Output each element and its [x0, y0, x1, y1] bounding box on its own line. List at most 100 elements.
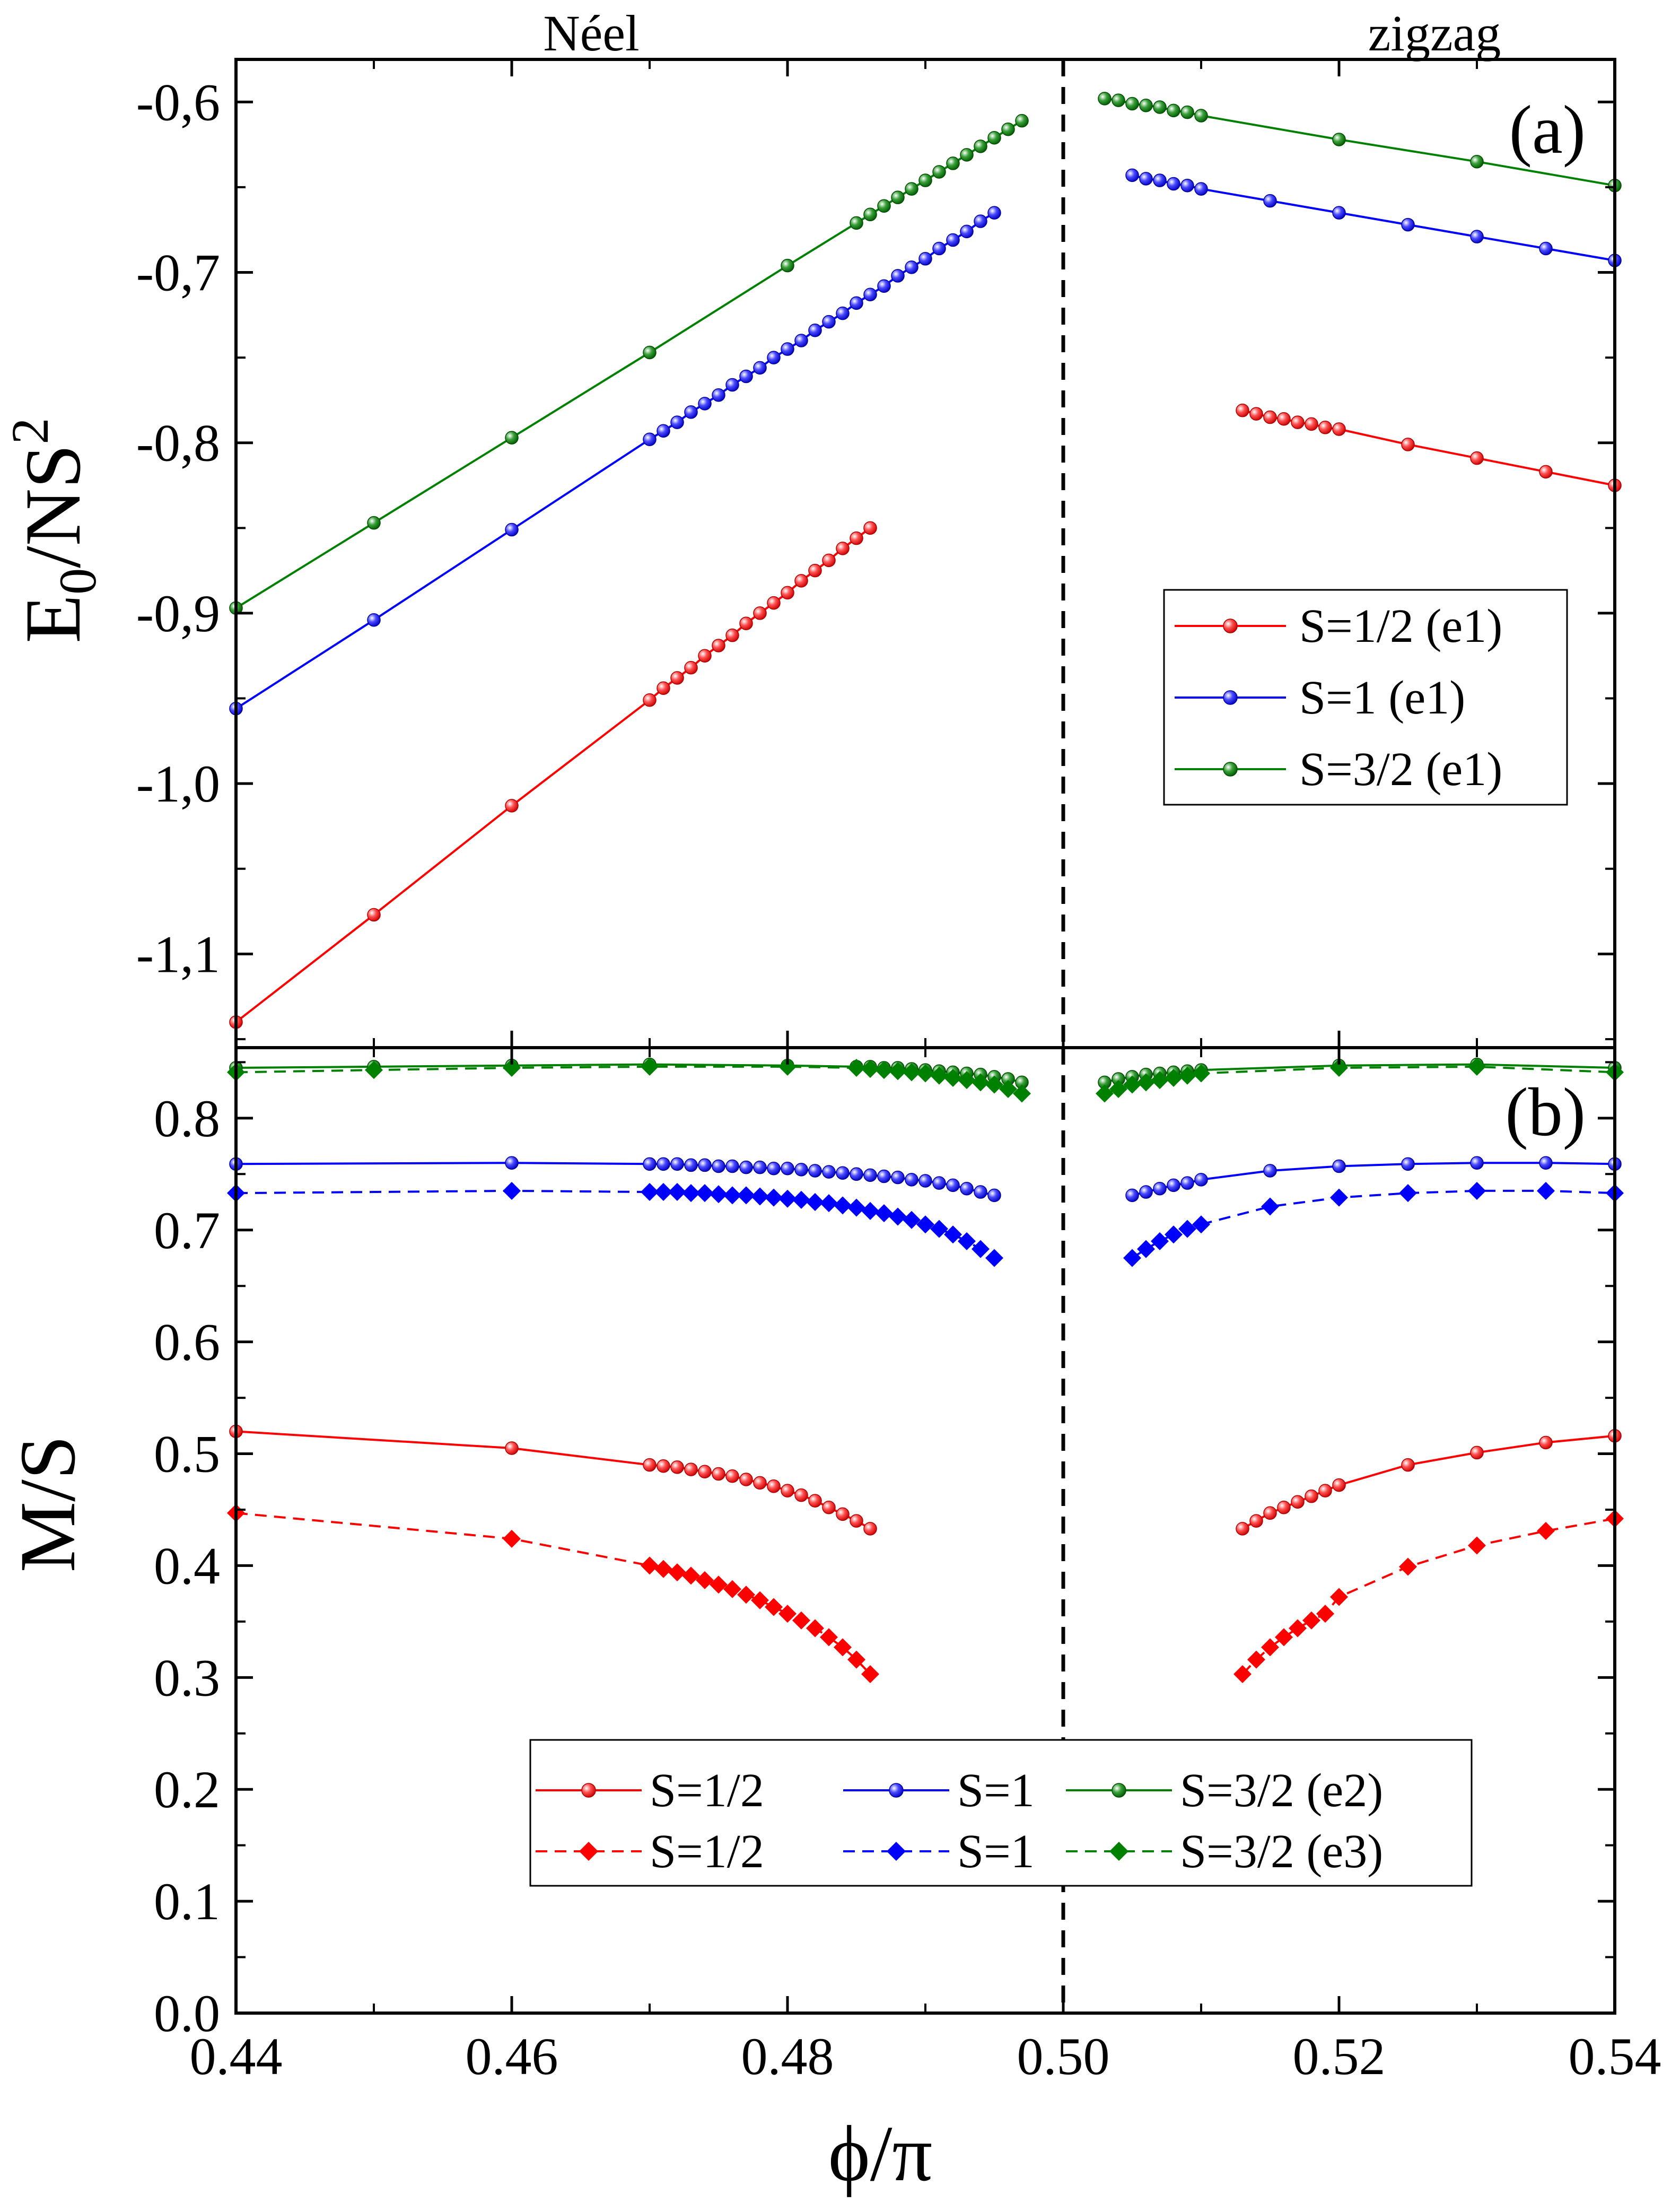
data-point-b-3-23: [1289, 1619, 1307, 1638]
data-point-b-5-21: [1137, 1073, 1155, 1092]
data-point-b-0-19: [1236, 1522, 1249, 1536]
data-point-b-3-15: [820, 1628, 838, 1647]
data-point-b-3-20: [1247, 1650, 1265, 1669]
neel-region-label: Néel: [543, 5, 639, 62]
data-point-b-3-10: [751, 1591, 769, 1609]
data-point-b-4-3: [654, 1183, 672, 1201]
data-point-b-0-24: [1305, 1489, 1318, 1503]
data-point-b-5-17: [1013, 1084, 1031, 1103]
data-point-a-1-13: [781, 342, 794, 356]
data-point-b-0-27: [1401, 1458, 1415, 1472]
data-point-a-0-8: [712, 639, 725, 652]
data-point-b-4-23: [930, 1220, 948, 1238]
data-point-b-3-18: [861, 1665, 879, 1683]
data-point-a-0-13: [781, 586, 794, 600]
data-point-a-0-18: [850, 531, 863, 545]
data-point-b-0-4: [670, 1460, 684, 1474]
data-point-a-1-8: [712, 388, 725, 402]
data-point-a-2-7: [877, 199, 891, 213]
panel-b-magnetization: 0.0 0.1 0.2 0.3 0.4 0.5 0.6 0.7 0.8 0.44 0.46 0.48…: [4, 1046, 1661, 2198]
data-point-a-1-36: [1332, 206, 1346, 220]
data-point-b-4-27: [985, 1249, 1003, 1267]
data-point-b-5-7: [875, 1061, 893, 1079]
data-point-b-0-1: [505, 1441, 519, 1455]
data-point-a-2-24: [1180, 105, 1194, 119]
data-point-b-1-11: [767, 1162, 781, 1175]
data-point-b-1-19: [877, 1169, 891, 1183]
data-point-b-3-17: [847, 1650, 865, 1669]
data-point-a-2-27: [1470, 154, 1484, 169]
data-point-b-4-24: [944, 1225, 962, 1244]
legend-a-label-threehalf: S=3/2 (e1): [1299, 743, 1502, 796]
legend-b-solid-one: S=1: [957, 1764, 1035, 1817]
data-point-b-3-24: [1302, 1611, 1320, 1630]
data-point-a-1-5: [670, 415, 684, 429]
data-point-b-4-29: [1137, 1240, 1155, 1258]
series-line-b-1-0: [235, 1162, 995, 1197]
data-point-b-3-2: [641, 1556, 659, 1575]
panel-a-label: (a): [1509, 92, 1586, 168]
data-point-b-4-9: [737, 1186, 755, 1205]
data-point-b-1-31: [1167, 1178, 1180, 1192]
data-point-b-4-34: [1261, 1197, 1279, 1216]
data-point-b-1-35: [1332, 1159, 1346, 1173]
x-tick-label-5: 0.54: [1569, 2027, 1661, 2086]
data-point-a-1-31: [1153, 173, 1167, 187]
energy-y-axis: -1,1 -1,0 -0,9 -0,8 -0,7 -0,6: [136, 59, 1616, 1048]
data-point-a-0-27: [1332, 422, 1346, 436]
data-point-b-4-5: [682, 1184, 700, 1203]
data-point-b-0-15: [822, 1501, 836, 1514]
legend-b-row-dashed: S=1/2 S=1 S=3/2 (e3): [536, 1825, 1383, 1878]
data-point-b-1-1: [505, 1156, 519, 1170]
data-point-a-2-19: [1112, 93, 1125, 107]
data-point-b-4-6: [696, 1184, 714, 1203]
legend-b-solid-threehalf: S=3/2 (e2): [1180, 1764, 1383, 1817]
data-point-b-5-25: [1192, 1064, 1210, 1083]
data-point-b-4-36: [1399, 1184, 1417, 1203]
data-point-a-1-15: [808, 323, 822, 337]
data-point-b-5-4: [778, 1057, 797, 1076]
data-point-b-4-4: [668, 1183, 686, 1201]
data-point-b-1-5: [684, 1158, 698, 1172]
panel-a-energy: -1,1 -1,0 -0,9 -0,8 -0,7 -0,6 (a) E0/NS2 S=1/…: [1, 58, 1622, 1049]
data-point-b-3-8: [723, 1580, 741, 1598]
data-point-a-1-22: [905, 260, 918, 274]
x-tick-label-2: 0.48: [741, 2027, 834, 2086]
data-point-b-4-25: [958, 1232, 976, 1250]
data-point-b-1-17: [850, 1167, 863, 1181]
data-point-a-1-26: [960, 224, 974, 239]
data-point-b-0-2: [643, 1458, 657, 1472]
data-point-a-0-15: [808, 563, 822, 578]
data-point-b-1-36: [1401, 1157, 1415, 1171]
data-point-b-0-5: [684, 1462, 698, 1476]
data-point-a-1-2: [505, 523, 519, 537]
data-point-b-3-1: [503, 1529, 521, 1548]
data-point-b-4-37: [1468, 1181, 1486, 1200]
zigzag-region-label: zigzag: [1368, 5, 1501, 62]
data-point-a-2-26: [1332, 133, 1346, 146]
data-point-a-1-11: [753, 361, 767, 375]
data-point-a-0-2: [505, 799, 519, 813]
data-point-a-0-5: [670, 671, 684, 685]
x-tick-label-1: 0.46: [466, 2027, 558, 2086]
legend-b-dashed-half: S=1/2: [650, 1825, 764, 1878]
data-point-b-1-20: [891, 1170, 905, 1185]
data-point-b-4-19: [875, 1204, 893, 1223]
series-b-s-1-2-e2-: [229, 1424, 1622, 1536]
data-point-a-0-22: [1263, 410, 1277, 424]
data-point-b-1-15: [822, 1165, 836, 1179]
data-point-b-1-13: [794, 1163, 808, 1177]
energy-y-axis-label: E0/NS2: [1, 417, 107, 643]
data-point-a-2-17: [1015, 114, 1029, 128]
data-point-a-2-20: [1125, 97, 1139, 111]
data-point-b-1-29: [1139, 1185, 1153, 1199]
data-point-b-3-27: [1399, 1557, 1417, 1576]
data-point-a-1-21: [891, 269, 905, 283]
data-point-b-1-30: [1153, 1181, 1167, 1196]
data-point-b-5-19: [1109, 1080, 1127, 1099]
data-point-b-5-9: [903, 1063, 921, 1082]
data-point-b-5-8: [889, 1062, 907, 1081]
data-point-b-0-6: [698, 1465, 712, 1479]
data-point-a-2-23: [1167, 103, 1180, 118]
data-point-a-0-10: [739, 616, 753, 630]
